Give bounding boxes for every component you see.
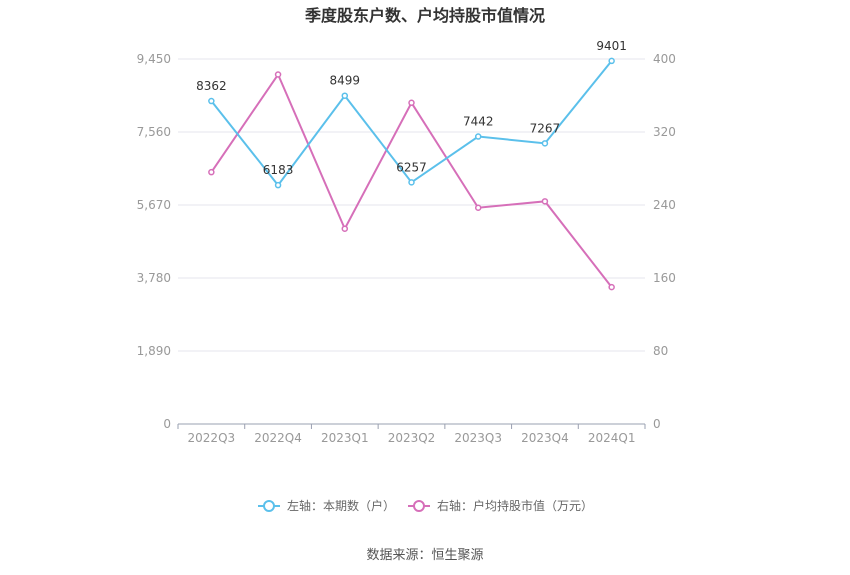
x-axis-tick-label: 2022Q4 bbox=[254, 431, 302, 445]
data-point bbox=[208, 97, 215, 105]
right-axis-tick-label: 320 bbox=[653, 125, 676, 139]
left-axis-tick-label: 1,890 bbox=[137, 344, 171, 358]
left-axis-tick-label: 7,560 bbox=[137, 125, 171, 139]
data-point bbox=[274, 71, 282, 78]
data-point bbox=[408, 99, 415, 107]
legend-swatch-marker bbox=[413, 500, 425, 512]
legend-label: 右轴：户均持股市值（万元） bbox=[437, 498, 593, 513]
legend: 左轴：本期数（户） 右轴：户均持股市值（万元） bbox=[258, 498, 593, 513]
data-point bbox=[408, 179, 415, 186]
data-label: 8499 bbox=[330, 74, 361, 88]
left-axis-tick-label: 3,780 bbox=[137, 271, 171, 285]
left-axis-tick-label: 5,670 bbox=[137, 198, 171, 212]
data-point bbox=[208, 168, 215, 176]
x-axis-tick-label: 2023Q3 bbox=[454, 431, 502, 445]
data-point bbox=[474, 133, 482, 140]
x-axis-tick-label: 2023Q1 bbox=[321, 431, 369, 445]
source-note: 数据来源：恒生聚源 bbox=[366, 548, 483, 563]
x-axis-tick-label: 2024Q1 bbox=[588, 431, 636, 445]
x-axis-tick-label: 2023Q4 bbox=[521, 431, 569, 445]
data-point bbox=[341, 225, 349, 232]
right-axis-tick-label: 80 bbox=[653, 344, 668, 358]
data-label: 6257 bbox=[396, 160, 427, 174]
data-point bbox=[608, 283, 615, 291]
data-label: 7442 bbox=[463, 115, 494, 129]
data-point bbox=[341, 92, 349, 99]
right-axis-tick-label: 240 bbox=[653, 198, 676, 212]
data-point bbox=[541, 198, 549, 205]
data-point bbox=[474, 204, 482, 211]
data-point bbox=[274, 181, 282, 189]
left-axis-tick-label: 0 bbox=[163, 417, 171, 431]
data-labels: 8362 6183 8499 6257 7442 7267 9401 bbox=[196, 39, 627, 177]
right-axis-tick-label: 400 bbox=[653, 52, 676, 66]
legend-swatch-marker bbox=[263, 500, 275, 512]
chart-title: 季度股东户数、户均持股市值情况 bbox=[304, 6, 545, 25]
x-axis-tick-label: 2022Q3 bbox=[188, 431, 236, 445]
data-label: 8362 bbox=[196, 79, 227, 93]
x-axis-tick-label: 2023Q2 bbox=[388, 431, 436, 445]
grid bbox=[178, 58, 645, 352]
data-label: 9401 bbox=[596, 39, 627, 53]
data-point bbox=[541, 140, 549, 147]
data-label: 6183 bbox=[263, 163, 294, 177]
legend-label: 左轴：本期数（户） bbox=[287, 498, 395, 513]
series-layer bbox=[208, 57, 615, 291]
left-axis-tick-label: 9,450 bbox=[137, 52, 171, 66]
right-axis-tick-label: 0 bbox=[653, 417, 661, 431]
right-axis-tick-label: 160 bbox=[653, 271, 676, 285]
data-label: 7267 bbox=[530, 121, 561, 135]
axes: 0 0 1,890 80 3,780 160 5,670 240 7,560 320 9,450 40… bbox=[137, 52, 676, 445]
data-point bbox=[608, 57, 615, 65]
